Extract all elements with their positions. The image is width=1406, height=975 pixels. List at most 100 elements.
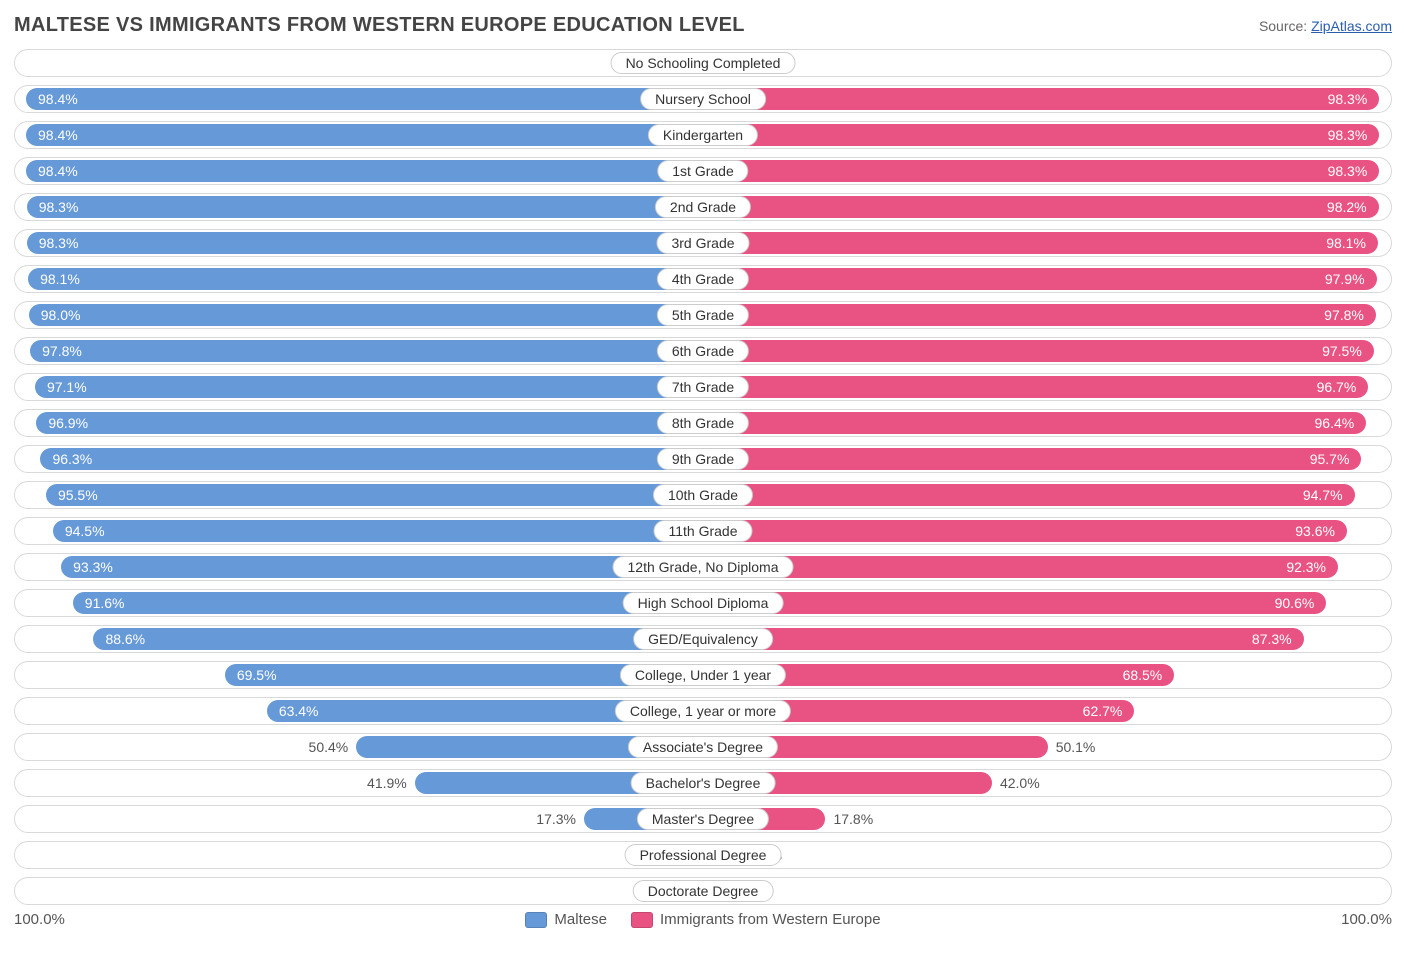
row-left-half: 5.0%	[15, 842, 703, 868]
category-label: 8th Grade	[657, 412, 749, 434]
chart-row: 41.9%42.0%Bachelor's Degree	[14, 769, 1392, 797]
row-right-half: 68.5%	[703, 662, 1391, 688]
chart-row: 95.5%94.7%10th Grade	[14, 481, 1392, 509]
pct-right: 90.6%	[1275, 595, 1315, 611]
category-label: 3rd Grade	[656, 232, 749, 254]
bar-right	[703, 448, 1361, 470]
pct-left: 98.3%	[39, 199, 79, 215]
bar-right	[703, 124, 1379, 146]
chart-footer: 100.0% Maltese Immigrants from Western E…	[14, 911, 1392, 928]
axis-left-max: 100.0%	[14, 911, 65, 928]
row-left-half: 41.9%	[15, 770, 703, 796]
row-right-half: 90.6%	[703, 590, 1391, 616]
row-left-half: 98.4%	[15, 158, 703, 184]
category-label: 10th Grade	[653, 484, 753, 506]
pct-right: 92.3%	[1286, 559, 1326, 575]
pct-left: 98.1%	[40, 271, 80, 287]
pct-right: 97.8%	[1324, 307, 1364, 323]
pct-left: 41.9%	[367, 775, 407, 791]
pct-right: 87.3%	[1252, 631, 1292, 647]
bar-left	[53, 520, 703, 542]
pct-left: 97.8%	[42, 343, 82, 359]
category-label: Nursery School	[640, 88, 766, 110]
category-label: Doctorate Degree	[633, 880, 774, 902]
row-left-half: 98.3%	[15, 230, 703, 256]
row-right-half: 97.8%	[703, 302, 1391, 328]
bar-right	[703, 412, 1366, 434]
pct-right: 42.0%	[1000, 775, 1040, 791]
pct-left: 97.1%	[47, 379, 87, 395]
row-left-half: 17.3%	[15, 806, 703, 832]
pct-right: 95.7%	[1310, 451, 1350, 467]
chart-row: 91.6%90.6%High School Diploma	[14, 589, 1392, 617]
legend-label-right: Immigrants from Western Europe	[660, 911, 881, 928]
chart-row: 96.9%96.4%8th Grade	[14, 409, 1392, 437]
chart-row: 98.4%98.3%Kindergarten	[14, 121, 1392, 149]
bar-right	[703, 592, 1326, 614]
row-left-half: 98.1%	[15, 266, 703, 292]
legend-swatch-right	[631, 912, 653, 928]
pct-left: 17.3%	[536, 811, 576, 827]
pct-right: 98.3%	[1328, 91, 1368, 107]
pct-left: 88.6%	[105, 631, 145, 647]
bar-right	[703, 628, 1304, 650]
category-label: Kindergarten	[648, 124, 758, 146]
category-label: Associate's Degree	[628, 736, 778, 758]
bar-left	[35, 376, 703, 398]
bar-left	[27, 196, 703, 218]
bar-right	[703, 340, 1374, 362]
row-right-half: 2.4%	[703, 878, 1391, 904]
bar-left	[30, 340, 703, 362]
bar-left	[93, 628, 703, 650]
row-left-half: 94.5%	[15, 518, 703, 544]
pct-right: 98.3%	[1328, 127, 1368, 143]
row-left-half: 2.1%	[15, 878, 703, 904]
pct-right: 62.7%	[1083, 703, 1123, 719]
row-right-half: 42.0%	[703, 770, 1391, 796]
source-credit: Source: ZipAtlas.com	[1259, 18, 1392, 34]
row-left-half: 50.4%	[15, 734, 703, 760]
source-link[interactable]: ZipAtlas.com	[1311, 18, 1392, 34]
chart-row: 96.3%95.7%9th Grade	[14, 445, 1392, 473]
chart-title: MALTESE VS IMMIGRANTS FROM WESTERN EUROP…	[14, 14, 745, 37]
pct-left: 98.4%	[38, 163, 78, 179]
chart-row: 97.1%96.7%7th Grade	[14, 373, 1392, 401]
category-label: High School Diploma	[623, 592, 784, 614]
row-left-half: 96.9%	[15, 410, 703, 436]
chart-row: 69.5%68.5%College, Under 1 year	[14, 661, 1392, 689]
row-right-half: 93.6%	[703, 518, 1391, 544]
bar-right	[703, 484, 1355, 506]
row-right-half: 62.7%	[703, 698, 1391, 724]
pct-left: 94.5%	[65, 523, 105, 539]
pct-right: 68.5%	[1123, 667, 1163, 683]
chart-row: 88.6%87.3%GED/Equivalency	[14, 625, 1392, 653]
row-left-half: 95.5%	[15, 482, 703, 508]
pct-left: 93.3%	[73, 559, 113, 575]
category-label: College, Under 1 year	[620, 664, 786, 686]
row-right-half: 98.2%	[703, 194, 1391, 220]
row-right-half: 96.4%	[703, 410, 1391, 436]
pct-left: 63.4%	[279, 703, 319, 719]
bar-right	[703, 160, 1379, 182]
category-label: No Schooling Completed	[611, 52, 796, 74]
row-right-half: 5.7%	[703, 842, 1391, 868]
chart-row: 98.3%98.1%3rd Grade	[14, 229, 1392, 257]
category-label: Professional Degree	[625, 844, 782, 866]
chart-row: 93.3%92.3%12th Grade, No Diploma	[14, 553, 1392, 581]
bar-left	[26, 160, 703, 182]
row-right-half: 98.1%	[703, 230, 1391, 256]
chart-row: 94.5% 93.6%11th Grade	[14, 517, 1392, 545]
row-right-half: 98.3%	[703, 158, 1391, 184]
pct-left: 98.0%	[41, 307, 81, 323]
bar-right	[703, 88, 1379, 110]
bar-right	[703, 304, 1376, 326]
bar-left	[27, 232, 703, 254]
row-left-half: 98.3%	[15, 194, 703, 220]
chart-row: 98.4%98.3%1st Grade	[14, 157, 1392, 185]
category-label: 9th Grade	[657, 448, 749, 470]
category-label: 5th Grade	[657, 304, 749, 326]
row-right-half: 17.8%	[703, 806, 1391, 832]
header: MALTESE VS IMMIGRANTS FROM WESTERN EUROP…	[14, 14, 1392, 37]
chart-row: 98.3%98.2%2nd Grade	[14, 193, 1392, 221]
category-label: 11th Grade	[653, 520, 752, 542]
